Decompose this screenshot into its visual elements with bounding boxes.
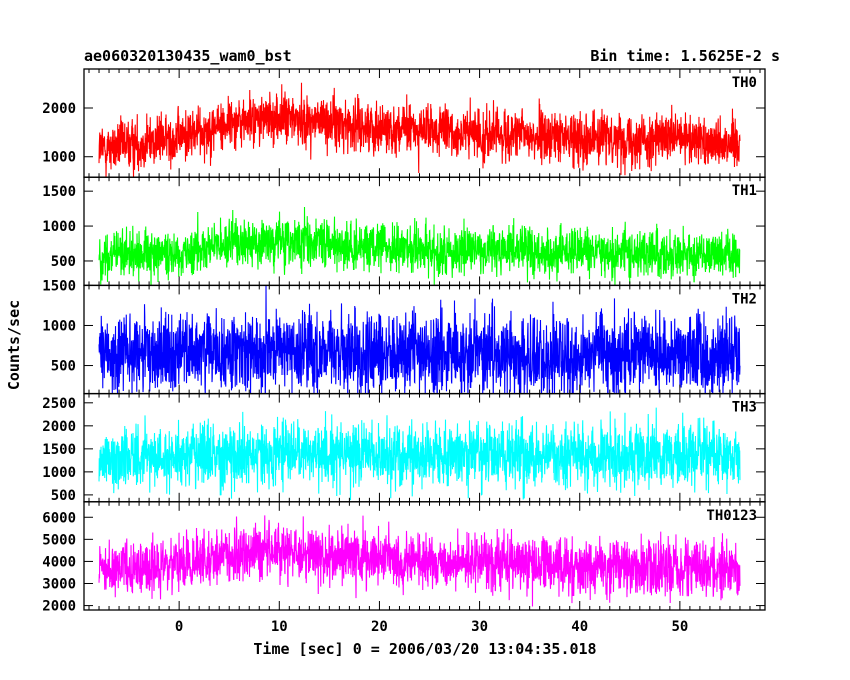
- y-tick-label: 500: [51, 488, 76, 504]
- series-th1: [98, 207, 741, 286]
- bin-time-label: Bin time: 1.5625E-2 s: [590, 47, 780, 65]
- panel-th0: 1000 2000 TH0: [42, 68, 766, 178]
- y-tick-label: 5000: [42, 532, 76, 548]
- y-tick-label: 500: [51, 359, 76, 375]
- y-tick-label: 2000: [42, 599, 76, 615]
- series-th3: [98, 407, 741, 501]
- y-tick-label: 2500: [42, 396, 76, 412]
- panel-th3: 500 1000 1500 2000 2500 TH3: [42, 392, 766, 504]
- y-axis-label: Counts/sec: [5, 300, 23, 390]
- y-tick-label: 500: [51, 254, 76, 270]
- y-tick-label: 1000: [42, 318, 76, 334]
- panel-th2: 500 1000 1500 TH2: [42, 278, 766, 395]
- y-tick-label: 1500: [42, 278, 76, 294]
- panel-label: TH3: [732, 400, 757, 416]
- panel-frame: [83, 501, 766, 611]
- series-th0: [98, 82, 741, 178]
- panel-frame: [83, 176, 766, 287]
- y-tick-label: 3000: [42, 577, 76, 593]
- panel-th1: 500 1000 1500 TH1: [42, 176, 766, 287]
- x-axis-label: Time [sec] 0 = 2006/03/20 13:04:35.018: [253, 640, 596, 658]
- x-tick-label: 40: [571, 619, 588, 635]
- series-th0123: [98, 515, 741, 607]
- y-tick-label: 1500: [42, 442, 76, 458]
- y-tick-label: 6000: [42, 510, 76, 526]
- panel-label: TH0: [732, 75, 757, 91]
- y-tick-label: 2000: [42, 101, 76, 117]
- y-tick-label: 1000: [42, 219, 76, 235]
- panel-label: TH1: [732, 183, 757, 199]
- y-tick-label: 1000: [42, 465, 76, 481]
- x-tick-label: 30: [471, 619, 488, 635]
- panel-label: TH0123: [706, 508, 757, 524]
- x-tick-label: 20: [371, 619, 388, 635]
- x-tick-label: 0: [175, 619, 183, 635]
- y-tick-label: 4000: [42, 554, 76, 570]
- chart-title: ae060320130435_wam0_bst: [84, 47, 292, 65]
- y-tick-label: 2000: [42, 419, 76, 435]
- x-tick-label: 50: [671, 619, 688, 635]
- y-tick-label: 1000: [42, 150, 76, 166]
- y-tick-label: 1500: [42, 184, 76, 200]
- x-tick-label: 10: [271, 619, 288, 635]
- panel-label: TH2: [732, 291, 757, 307]
- panel-th0123: 2000 3000 4000 5000 6000 TH0123: [42, 501, 766, 615]
- series-th2: [98, 285, 741, 394]
